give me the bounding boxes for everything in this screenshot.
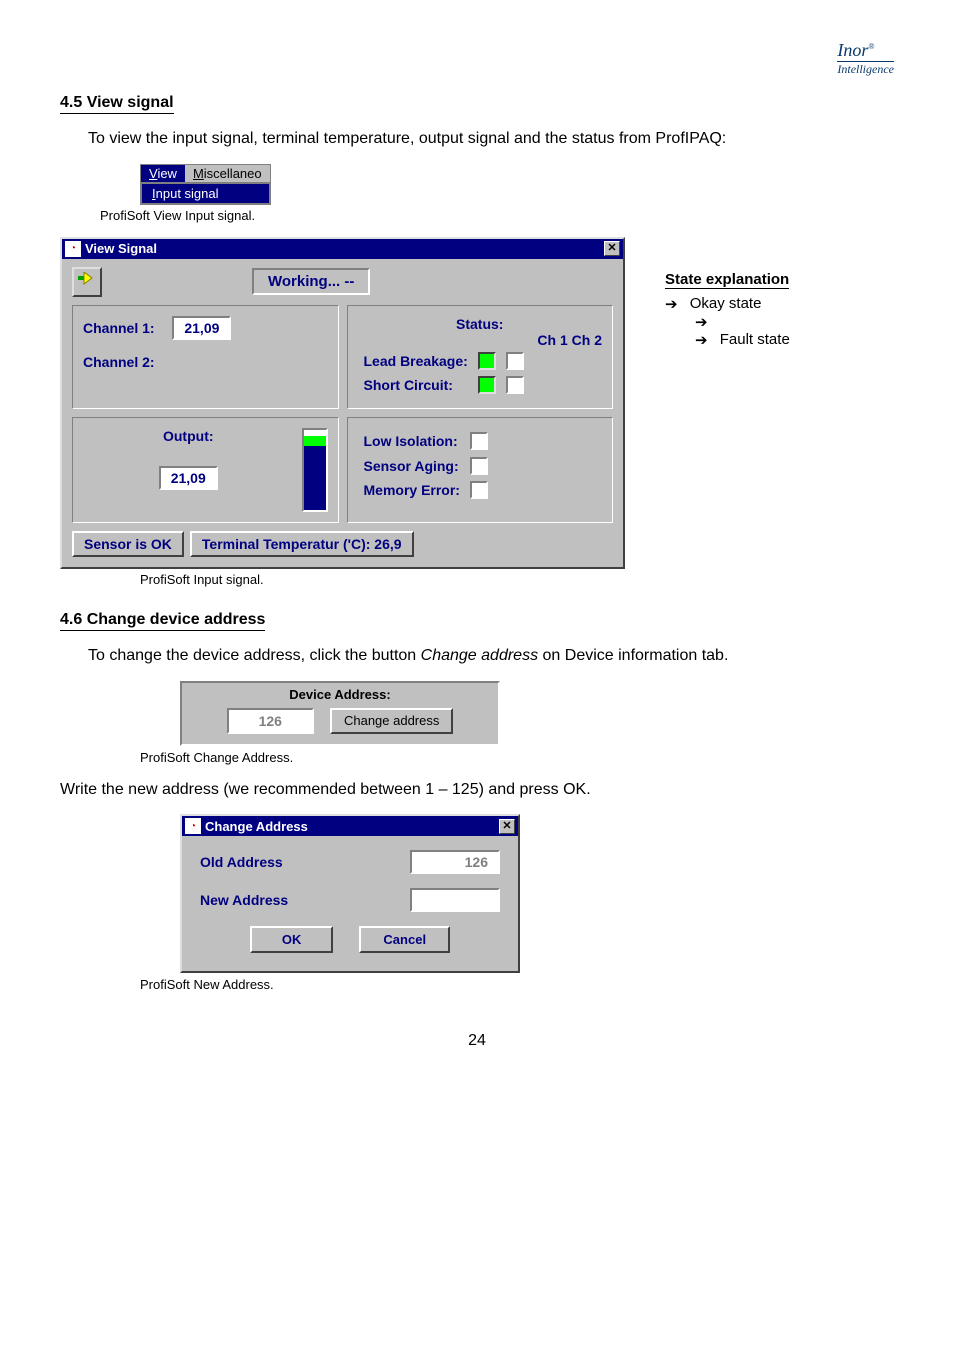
old-address-label: Old Address	[200, 854, 283, 870]
lead-ch1-led	[478, 352, 496, 370]
new-address-label: New Address	[200, 892, 288, 908]
sensor-aging-led	[470, 457, 488, 475]
logo: Inor® Intelligence	[60, 40, 894, 78]
logo-bottom: Intelligence	[837, 61, 894, 77]
hint-icon[interactable]	[72, 267, 102, 297]
channel-panel: Channel 1: 21,09 Channel 2:	[72, 305, 339, 410]
caption-menu: ProfiSoft View Input signal.	[100, 208, 894, 223]
new-address-input[interactable]	[410, 888, 500, 912]
status-panel: Status: Ch 1 Ch 2 Lead Breakage: Short C…	[347, 305, 614, 410]
caption-dev-addr: ProfiSoft Change Address.	[140, 750, 894, 765]
state-explanation: State explanation ➔ Okay state ➔ ➔ Fault…	[665, 271, 790, 349]
low-isolation-led	[470, 432, 488, 450]
close-icon[interactable]: ✕	[604, 241, 620, 256]
device-address-value: 126	[227, 708, 314, 734]
status-header: Status:	[358, 316, 603, 332]
arrow-icon: ➔	[695, 331, 708, 349]
page-number: 24	[60, 1032, 894, 1050]
ok-button[interactable]: OK	[250, 926, 334, 953]
old-address-value: 126	[410, 850, 500, 874]
low-isolation-label: Low Isolation:	[360, 430, 464, 452]
window-title: View Signal	[85, 241, 157, 256]
memory-error-label: Memory Error:	[360, 479, 464, 501]
change-address-button[interactable]: Change address	[330, 708, 453, 734]
view-signal-window: ◔ View Signal ✕ Working... -- Channel 1:…	[60, 237, 625, 570]
ch2-label: Channel 2:	[83, 354, 155, 370]
lead-ch2-led	[506, 352, 524, 370]
logo-r: ®	[868, 42, 874, 51]
arrow-icon: ➔	[665, 295, 678, 313]
para-change-addr: To change the device address, click the …	[60, 645, 894, 667]
ch-header: Ch 1 Ch 2	[358, 332, 603, 348]
device-address-panel: Device Address: 126 Change address	[180, 681, 500, 746]
status-grid: Lead Breakage: Short Circuit:	[358, 348, 530, 399]
arrow-icon: ➔	[695, 313, 708, 331]
ch1-label: Channel 1:	[83, 320, 155, 336]
lead-breakage-label: Lead Breakage:	[360, 350, 472, 372]
okay-state: Okay state	[690, 295, 762, 313]
output-label: Output:	[83, 428, 294, 444]
short-ch1-led	[478, 376, 496, 394]
sensor-ok: Sensor is OK	[72, 531, 184, 557]
change-addr-title: Change Address	[205, 819, 308, 834]
memory-error-led	[470, 481, 488, 499]
fault-state: Fault state	[720, 331, 790, 349]
caption-view-signal: ProfiSoft Input signal.	[140, 572, 894, 587]
section-title-change-addr: 4.6 Change device address	[60, 611, 265, 631]
change-address-window: ◔ Change Address ✕ Old Address 126 New A…	[180, 814, 520, 973]
cancel-button[interactable]: Cancel	[359, 926, 450, 953]
para-view-signal: To view the input signal, terminal tempe…	[60, 128, 894, 150]
error-panel: Low Isolation: Sensor Aging: Memory Erro…	[347, 417, 614, 523]
logo-top: Inor	[837, 40, 868, 60]
output-panel: Output: 21,09	[72, 417, 339, 523]
menu-view[interactable]: View	[141, 165, 185, 182]
short-circuit-label: Short Circuit:	[360, 374, 472, 396]
ch1-value: 21,09	[172, 316, 231, 340]
working-status: Working... --	[252, 268, 370, 295]
short-ch2-led	[506, 376, 524, 394]
app-icon: ◔	[65, 241, 81, 257]
caption-change-addr: ProfiSoft New Address.	[140, 977, 894, 992]
state-exp-title: State explanation	[665, 271, 789, 289]
app-icon: ◔	[185, 818, 201, 834]
menu-input-signal[interactable]: Input signal	[141, 183, 270, 204]
titlebar: ◔ View Signal ✕	[62, 239, 623, 259]
output-bargraph	[302, 428, 328, 512]
sensor-aging-label: Sensor Aging:	[360, 454, 464, 476]
device-address-header: Device Address:	[190, 687, 490, 702]
section-title-view-signal: 4.5 View signal	[60, 94, 174, 114]
para-write-new: Write the new address (we recommended be…	[60, 779, 894, 801]
terminal-temp: Terminal Temperatur ('C): 26,9	[190, 531, 414, 557]
menu-misc[interactable]: Miscellaneo	[185, 165, 270, 182]
menu-figure: View Miscellaneo Input signal	[140, 164, 271, 205]
close-icon[interactable]: ✕	[499, 819, 515, 834]
output-value: 21,09	[159, 466, 218, 490]
